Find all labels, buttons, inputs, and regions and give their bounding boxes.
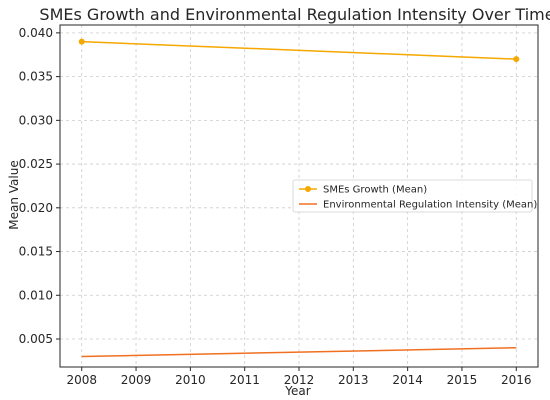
y-tick-label: 0.025 xyxy=(19,157,53,171)
y-axis: 0.005 0.010 0.015 0.020 0.025 0.030 0.035 0.040 xyxy=(19,26,60,346)
y-tick-label: 0.030 xyxy=(19,113,53,127)
x-tick-label: 2012 xyxy=(284,373,315,387)
legend-label: Environmental Regulation Intensity (Mean… xyxy=(323,200,537,211)
x-axis-label: Year xyxy=(284,384,310,398)
x-axis: 2008 2009 2010 2011 2012 2013 2014 2015 2016 xyxy=(66,367,532,387)
x-tick-label: 2016 xyxy=(501,373,532,387)
y-tick-label: 0.040 xyxy=(19,26,53,40)
y-tick-label: 0.005 xyxy=(19,332,53,346)
y-tick-label: 0.020 xyxy=(19,201,53,215)
y-tick-label: 0.015 xyxy=(19,245,53,259)
legend-label: SMEs Growth (Mean) xyxy=(323,185,427,196)
x-tick-label: 2013 xyxy=(338,373,369,387)
series-layer xyxy=(78,38,520,358)
legend-marker xyxy=(305,186,311,192)
y-axis-label: Mean Value xyxy=(7,160,21,229)
x-tick-label: 2009 xyxy=(121,373,152,387)
x-tick-label: 2015 xyxy=(447,373,478,387)
x-tick-label: 2011 xyxy=(229,373,260,387)
x-tick-label: 2010 xyxy=(175,373,206,387)
chart-title: SMEs Growth and Environmental Regulation… xyxy=(39,5,550,24)
data-point xyxy=(78,38,85,45)
data-point xyxy=(513,56,520,63)
y-tick-label: 0.010 xyxy=(19,288,53,302)
x-tick-label: 2008 xyxy=(66,373,97,387)
x-tick-label: 2014 xyxy=(392,373,423,387)
legend-box xyxy=(292,179,533,213)
legend: SMEs Growth (Mean) Environmental Regulati… xyxy=(292,179,537,213)
y-tick-label: 0.035 xyxy=(19,70,53,84)
plot-frame xyxy=(59,24,539,368)
series-line-1 xyxy=(81,347,517,358)
series-line-0 xyxy=(81,40,517,60)
